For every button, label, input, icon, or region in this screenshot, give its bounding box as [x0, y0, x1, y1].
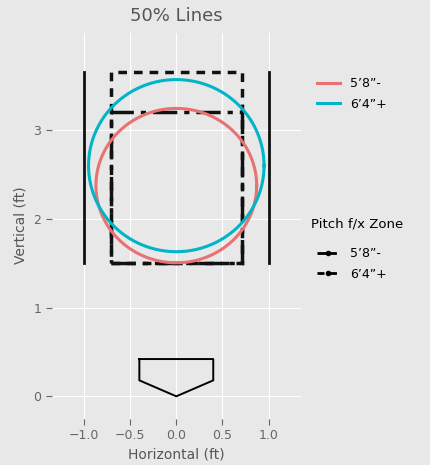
- Legend: 5’8”-, 6’4”+: 5’8”-, 6’4”+: [317, 247, 387, 281]
- Bar: [111, 113, 242, 263]
- X-axis label: Horizontal (ft): Horizontal (ft): [128, 447, 224, 461]
- Text: Pitch f/x Zone: Pitch f/x Zone: [311, 218, 403, 231]
- Y-axis label: Vertical (ft): Vertical (ft): [14, 187, 28, 264]
- Bar: [111, 73, 242, 263]
- Title: 50% Lines: 50% Lines: [130, 7, 223, 26]
